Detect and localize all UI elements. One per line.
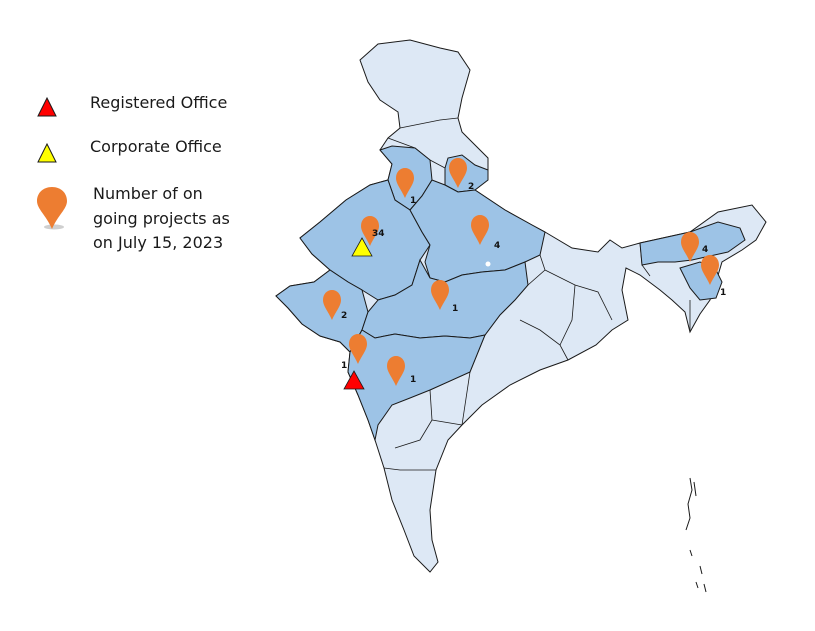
ongoing-projects-label-line3: on July 15, 2023	[93, 233, 224, 252]
ongoing-projects-label-line2: going projects as	[93, 209, 230, 228]
corporate-office-marker	[351, 237, 373, 257]
count-gujarat: 2	[341, 311, 347, 321]
ongoing-projects-label-line1: Number of on	[93, 184, 203, 203]
count-uttarakhand: 2	[468, 182, 474, 192]
count-punjab: 1	[410, 196, 416, 206]
count-maharashtra: 1	[410, 375, 416, 385]
count-meghalaya: 1	[720, 288, 726, 298]
corporate-office-legend-icon	[37, 142, 57, 163]
pin-legend-icon	[37, 187, 67, 230]
count-rajasthan: 34	[372, 229, 385, 239]
count-madhya-pradesh: 1	[452, 304, 458, 314]
registered-office-legend-icon	[37, 96, 57, 117]
registered-office-marker	[343, 370, 365, 390]
count-dadra-nagar-haveli: 1	[341, 361, 347, 371]
corporate-office-label: Corporate Office	[90, 137, 222, 156]
count-uttar-pradesh: 4	[494, 241, 500, 251]
city-dot	[485, 261, 491, 267]
andaman-islands	[685, 477, 707, 593]
count-assam: 4	[702, 245, 708, 255]
registered-office-label: Registered Office	[90, 93, 228, 112]
